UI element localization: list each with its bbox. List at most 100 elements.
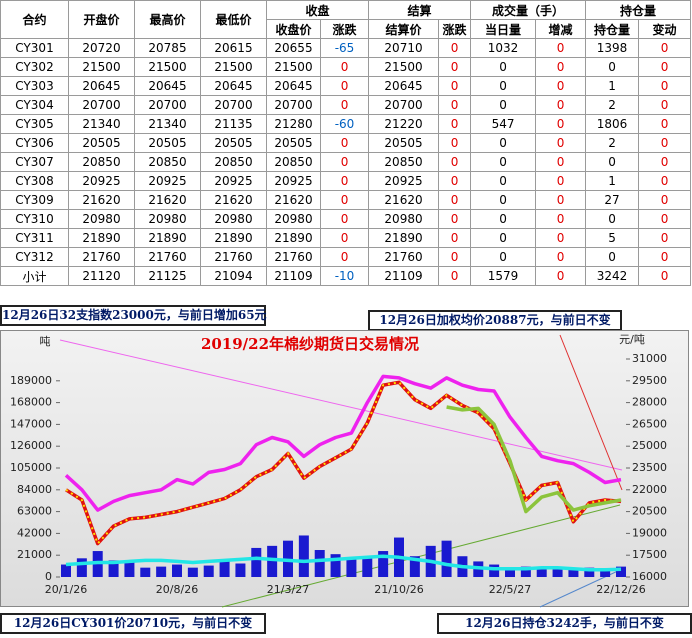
table-cell: 20785	[134, 38, 201, 58]
table-row: CY311 21890 21890 21890 21890 0 21890 0 0 0 5 0	[0, 228, 692, 248]
table-cell: 21890	[368, 228, 440, 248]
table-cell: 0	[438, 190, 472, 210]
table-cell: 0	[470, 152, 537, 172]
table-cell: CY304	[0, 95, 69, 115]
table-cell: 20700	[200, 95, 267, 115]
table-cell: 0	[535, 114, 587, 134]
table-cell: 20925	[68, 171, 135, 191]
table-row: CY310 20980 20980 20980 20980 0 20980 0 0 0 0 0	[0, 209, 692, 229]
table-cell: 0	[638, 57, 692, 77]
table-cell: 20645	[134, 76, 201, 96]
bar	[489, 564, 500, 577]
table-cell: 0	[535, 228, 587, 248]
y2-tick-label: 28000	[632, 396, 667, 409]
table-cell: -10	[319, 266, 370, 286]
bar	[108, 560, 119, 577]
x-tick-label: 22/12/26	[596, 583, 645, 596]
table-row: CY302 21500 21500 21500 21500 0 21500 0 0 0 0 0	[0, 57, 692, 77]
table-cell: 0	[470, 228, 537, 248]
table-cell: 收盘价	[266, 19, 321, 39]
plot: 2019/22年棉纱期货日交易情况 吨 元/吨 0 21000 42000 63000…	[10, 333, 667, 608]
bar	[172, 564, 182, 577]
bar	[124, 562, 135, 577]
table-cell: 持仓量	[585, 19, 640, 39]
table-cell: 0	[535, 171, 587, 191]
bar	[441, 540, 452, 577]
table-cell: CY311	[0, 228, 69, 248]
line	[64, 374, 622, 512]
table-cell: 0	[638, 247, 692, 267]
table-cell: 0	[319, 209, 370, 229]
table-cell: 21120	[68, 266, 135, 286]
y-tick-label: 0	[45, 570, 52, 583]
table-cell: 20925	[200, 171, 267, 191]
table-cell: 0	[319, 76, 370, 96]
y-tick-label: 147000	[10, 417, 52, 430]
bar	[362, 556, 373, 577]
table-cell: 1	[585, 76, 640, 96]
table-row: CY309 21620 21620 21620 21620 0 21620 0 0 0 27 0	[0, 190, 692, 210]
table-row: CY308 20925 20925 20925 20925 0 20925 0 0 0 1 0	[0, 171, 692, 191]
table-cell: 0	[438, 171, 472, 191]
table-cell: CY312	[0, 247, 69, 267]
table-cell: 0	[438, 57, 472, 77]
table-cell: 0	[470, 95, 537, 115]
table-cell: CY309	[0, 190, 69, 210]
table-cell: 0	[438, 228, 472, 248]
table-cell: 0	[438, 209, 472, 229]
table-cell: 0	[638, 76, 692, 96]
table-cell: 0	[535, 38, 587, 58]
x-tick-label: 22/5/27	[489, 583, 531, 596]
table-cell: 0	[319, 190, 370, 210]
y2-tick-label: 31000	[632, 352, 667, 365]
table-cell: CY308	[0, 171, 69, 191]
table-cell: 0	[535, 95, 587, 115]
table-cell: 21890	[266, 228, 321, 248]
bar	[536, 567, 547, 577]
table-cell: 20925	[368, 171, 440, 191]
header-row: 合约 开盘价 最高价 最低价 收盘 结算 成交量（手） 持仓量	[0, 0, 692, 39]
table-cell: 0	[470, 171, 537, 191]
table-cell: 21500	[368, 57, 440, 77]
table-cell: 21109	[368, 266, 440, 286]
table-cell: 21760	[200, 247, 267, 267]
table-cell: 547	[470, 114, 537, 134]
table-cell: CY301	[0, 38, 69, 58]
bar	[61, 564, 71, 577]
table-cell: 21890	[68, 228, 135, 248]
table-cell: 成交量（手）	[470, 0, 587, 20]
table-row: CY312 21760 21760 21760 21760 0 21760 0 0 0 0 0	[0, 247, 692, 267]
table-cell: 开盘价	[68, 0, 135, 39]
table-cell: 增减	[535, 19, 587, 39]
table-cell: 0	[638, 95, 692, 115]
table-cell: 1032	[470, 38, 537, 58]
bar	[156, 566, 167, 577]
table-cell: 0	[470, 247, 537, 267]
quote-table: 合约 开盘价 最高价 最低价 收盘 结算 成交量（手） 持仓量 收盘价 涨跌 结算价 涨跌 当日量 增减持…	[0, 0, 692, 286]
table-cell: 0	[535, 247, 587, 267]
table-cell: 持仓量	[585, 0, 692, 20]
table-cell: 0	[535, 152, 587, 172]
table-cell: 合约	[0, 0, 69, 39]
chart: 2019/22年棉纱期货日交易情况 吨 元/吨 0 21000 42000 63000…	[0, 330, 689, 608]
table-cell: 21760	[368, 247, 440, 267]
table-cell: CY307	[0, 152, 69, 172]
bar	[267, 545, 278, 577]
table-cell: CY302	[0, 57, 69, 77]
y-tick-label: 21000	[17, 548, 52, 561]
table-cell: -60	[319, 114, 370, 134]
table-cell: 21760	[68, 247, 135, 267]
table-cell: 0	[319, 228, 370, 248]
table-cell: 2	[585, 95, 640, 115]
y2-tick-label: 26500	[632, 417, 667, 430]
table-row: CY304 20700 20700 20700 20700 0 20700 0 0 0 2 0	[0, 95, 692, 115]
table-cell: 20505	[134, 133, 201, 153]
y2-tick-label: 25000	[632, 439, 667, 452]
table-cell: 0	[438, 76, 472, 96]
table-cell: 21620	[68, 190, 135, 210]
table-cell: 0	[470, 57, 537, 77]
table-cell: 21620	[266, 190, 321, 210]
bar	[76, 558, 87, 577]
table-cell: 当日量	[470, 19, 537, 39]
